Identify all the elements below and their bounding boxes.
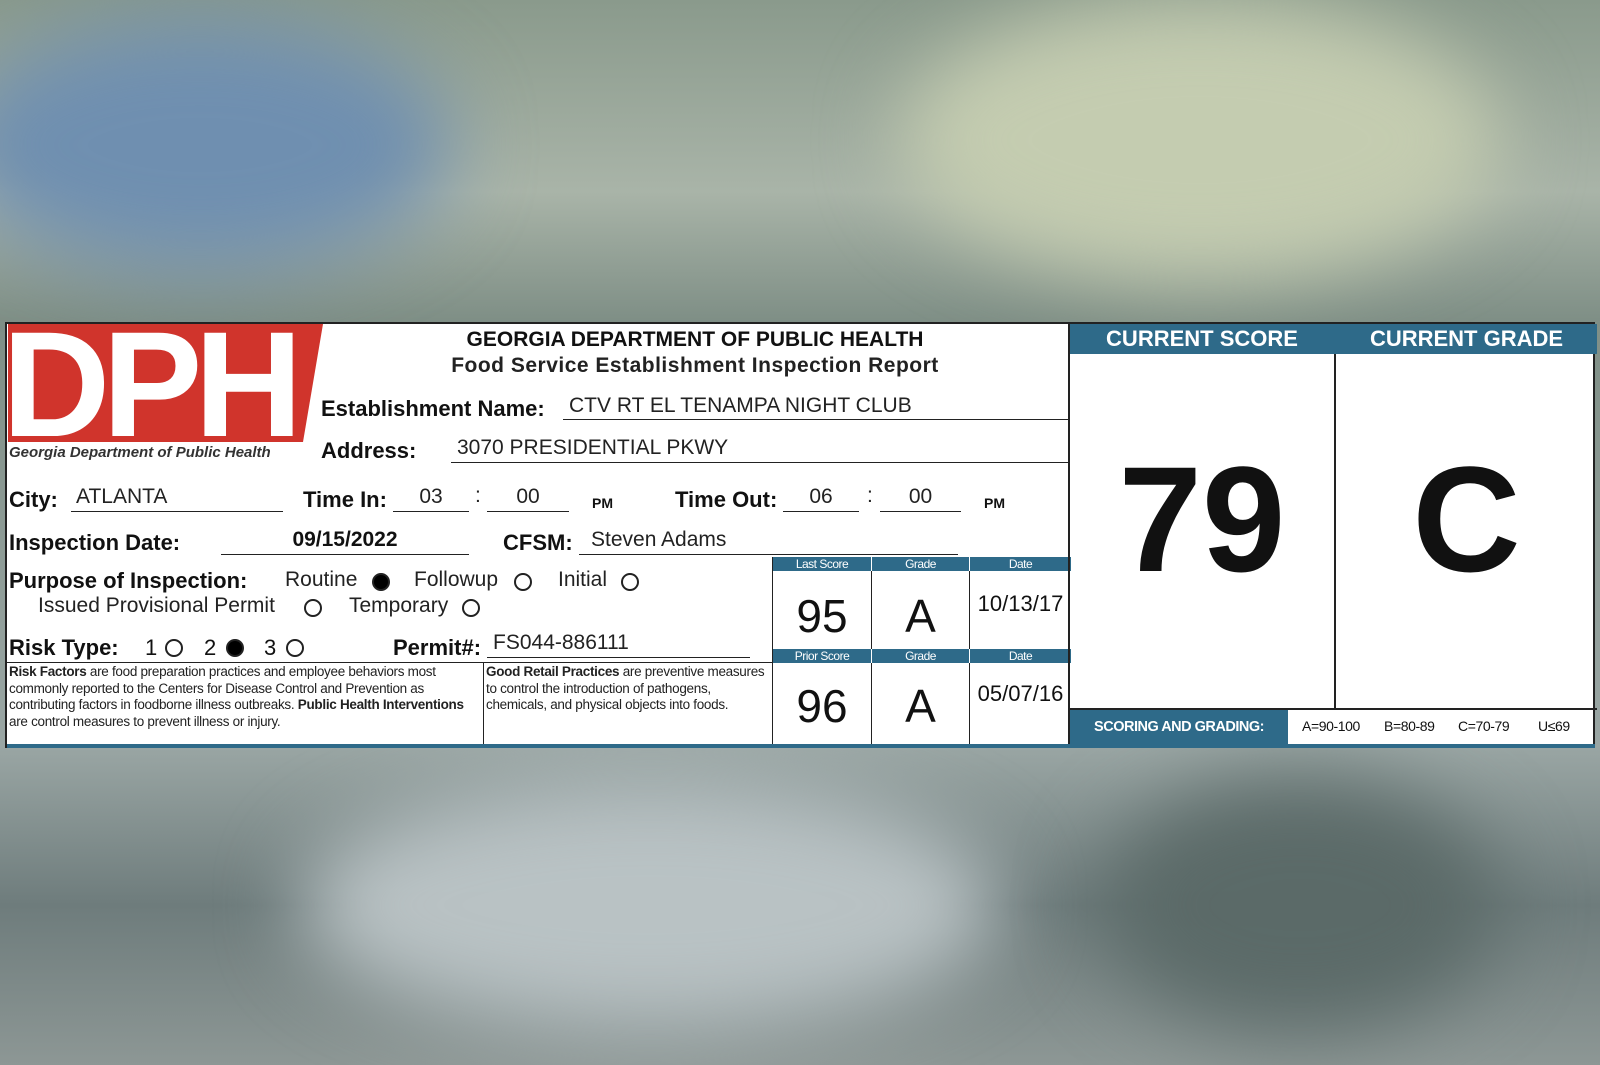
- report-agency-title: GEORGIA DEPARTMENT OF PUBLIC HEALTH: [466, 328, 924, 351]
- last-score-header: Last Score: [773, 557, 871, 571]
- current-score-value: 79: [1118, 435, 1286, 603]
- good-retail-note: Good Retail Practices are preventive mea…: [486, 664, 774, 714]
- risk-1-radio[interactable]: [165, 639, 183, 657]
- scoring-label: SCORING AND GRADING:: [1070, 710, 1288, 744]
- background-blur: [900, 0, 1500, 280]
- purpose-initial-radio[interactable]: [621, 573, 639, 591]
- current-panel: CURRENT SCORE CURRENT GRADE 79 C SCORING…: [1068, 324, 1597, 744]
- underline: [783, 511, 859, 512]
- background-blur: [1100, 780, 1500, 1030]
- address-label: Address:: [321, 438, 417, 463]
- underline: [880, 511, 961, 512]
- city-label: City:: [9, 487, 58, 512]
- permit-value: FS044-886111: [493, 631, 629, 654]
- last-date-value: 10/13/17: [977, 591, 1064, 616]
- time-in-ampm: PM: [592, 495, 613, 511]
- address-value: 3070 PRESIDENTIAL PKWY: [457, 436, 729, 459]
- risk-1-label: 1: [145, 635, 158, 660]
- purpose-temporary-radio[interactable]: [462, 599, 480, 617]
- permit-label: Permit#:: [393, 635, 482, 660]
- purpose-label: Purpose of Inspection:: [9, 568, 248, 593]
- underline: [221, 554, 469, 555]
- risk-type-label: Risk Type:: [9, 635, 119, 660]
- prior-score-value: 96: [773, 663, 872, 744]
- underline: [487, 511, 569, 512]
- score-history-table: Last Score Grade Date 95 A 10/13/17 Prio…: [772, 557, 1071, 744]
- dph-logo: DPH: [8, 324, 323, 442]
- risk-factors-note: Risk Factors are food preparation practi…: [9, 664, 479, 730]
- prior-grade-value: A: [872, 663, 970, 744]
- scale-a: A=90-100: [1302, 718, 1360, 734]
- background-blur: [300, 780, 1000, 1030]
- note-text: are preventive measures to control the i…: [486, 664, 765, 712]
- purpose-provisional-label: Issued Provisional Permit: [38, 594, 275, 617]
- time-in-label: Time In:: [303, 487, 387, 512]
- current-header-bar: [1070, 324, 1597, 354]
- time-out-ampm: PM: [984, 495, 1005, 511]
- last-grade-header: Grade: [872, 557, 969, 571]
- prior-score-header: Prior Score: [773, 649, 871, 663]
- cfsm-label: CFSM:: [503, 530, 573, 555]
- cfsm-value: Steven Adams: [591, 528, 727, 551]
- last-score-value: 95: [773, 571, 872, 649]
- risk-2-radio[interactable]: [226, 639, 244, 657]
- time-in-hour: 03: [419, 485, 443, 508]
- last-grade-value: A: [872, 571, 970, 649]
- purpose-routine-label: Routine: [285, 568, 358, 591]
- divider: [1334, 354, 1336, 708]
- colon: :: [475, 484, 481, 507]
- note-text: are control measures to prevent illness …: [9, 713, 281, 729]
- purpose-routine-radio[interactable]: [372, 573, 390, 591]
- inspection-report: DPH Georgia Department of Public Health …: [5, 322, 1597, 748]
- scale-u: U≤69: [1538, 718, 1570, 734]
- note-term: Public Health Interventions: [297, 697, 464, 712]
- purpose-provisional-radio[interactable]: [304, 599, 322, 617]
- city-value: ATLANTA: [76, 485, 168, 508]
- purpose-temporary-label: Temporary: [349, 594, 449, 617]
- prior-grade-header: Grade: [872, 649, 969, 663]
- purpose-initial-label: Initial: [558, 568, 608, 591]
- scoring-bar: SCORING AND GRADING: A=90-100 B=80-89 C=…: [1070, 708, 1597, 744]
- time-out-hour: 06: [809, 485, 833, 508]
- report-title: Food Service Establishment Inspection Re…: [451, 354, 939, 377]
- current-grade-value: C: [1412, 435, 1521, 603]
- bottom-accent-bar: [7, 744, 1595, 748]
- background-blur: [0, 20, 450, 270]
- note-text: are food preparation practices and emplo…: [9, 664, 436, 712]
- establishment-value: CTV RT EL TENAMPA NIGHT CLUB: [569, 394, 912, 417]
- underline: [393, 511, 469, 512]
- inspection-date-value: 09/15/2022: [292, 528, 398, 551]
- scale-c: C=70-79: [1458, 718, 1510, 734]
- underline: [579, 554, 958, 555]
- note-term: Risk Factors: [9, 664, 87, 679]
- colon: :: [867, 484, 873, 507]
- current-grade-header: CURRENT GRADE: [1369, 326, 1564, 351]
- last-date-header: Date: [970, 557, 1071, 571]
- purpose-followup-radio[interactable]: [514, 573, 532, 591]
- prior-date-header: Date: [970, 649, 1071, 663]
- divider: [483, 662, 484, 744]
- underline: [71, 511, 283, 512]
- time-out-label: Time Out:: [675, 487, 778, 512]
- risk-2-label: 2: [204, 635, 217, 660]
- divider: [7, 662, 774, 663]
- note-term: Good Retail Practices: [486, 664, 620, 679]
- risk-3-label: 3: [264, 635, 277, 660]
- underline: [451, 462, 1068, 463]
- establishment-label: Establishment Name:: [321, 396, 545, 421]
- logo-caption: Georgia Department of Public Health: [9, 444, 271, 461]
- underline: [487, 657, 750, 658]
- scale-b: B=80-89: [1384, 718, 1435, 734]
- purpose-followup-label: Followup: [414, 568, 499, 591]
- time-in-minute: 00: [516, 485, 540, 508]
- current-score-header: CURRENT SCORE: [1106, 326, 1298, 351]
- underline: [563, 419, 1068, 420]
- time-out-minute: 00: [908, 485, 933, 508]
- svg-text:DPH: DPH: [8, 324, 295, 442]
- prior-date-value: 05/07/16: [977, 681, 1064, 706]
- inspection-date-label: Inspection Date:: [9, 530, 181, 555]
- risk-3-radio[interactable]: [286, 639, 304, 657]
